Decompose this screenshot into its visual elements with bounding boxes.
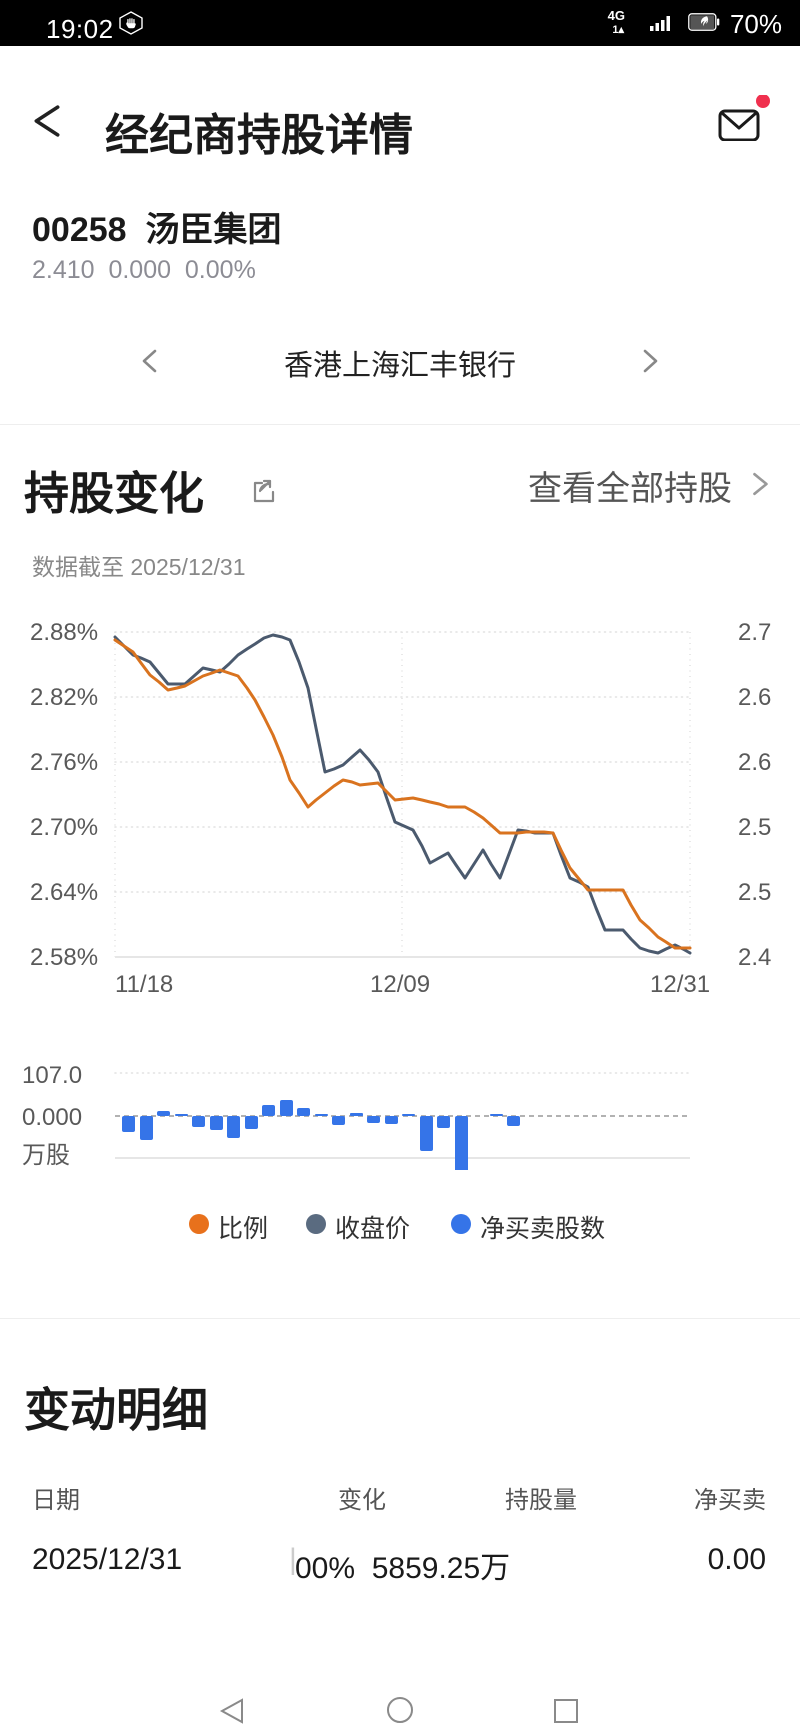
svg-text:2.88%: 2.88%	[30, 619, 98, 646]
svg-text:2.58%: 2.58%	[30, 944, 98, 971]
svg-text:2.76%: 2.76%	[30, 749, 98, 776]
svg-text:2.6: 2.6	[738, 684, 771, 711]
svg-text:2.6: 2.6	[738, 749, 771, 776]
svg-text:12/31: 12/31	[650, 971, 710, 998]
svg-text:2.64%: 2.64%	[30, 879, 98, 906]
svg-text:0.000: 0.000	[22, 1104, 82, 1131]
svg-text:107.0: 107.0	[22, 1062, 82, 1089]
svg-text:12/09: 12/09	[370, 971, 430, 998]
svg-text:万股: 万股	[22, 1142, 70, 1169]
svg-text:2.4: 2.4	[738, 944, 771, 971]
svg-text:2.5: 2.5	[738, 814, 771, 841]
svg-text:11/18: 11/18	[115, 971, 173, 998]
svg-text:2.5: 2.5	[738, 879, 771, 906]
svg-text:2.70%: 2.70%	[30, 814, 98, 841]
svg-text:2.82%: 2.82%	[30, 684, 98, 711]
svg-text:2.7: 2.7	[738, 619, 771, 646]
